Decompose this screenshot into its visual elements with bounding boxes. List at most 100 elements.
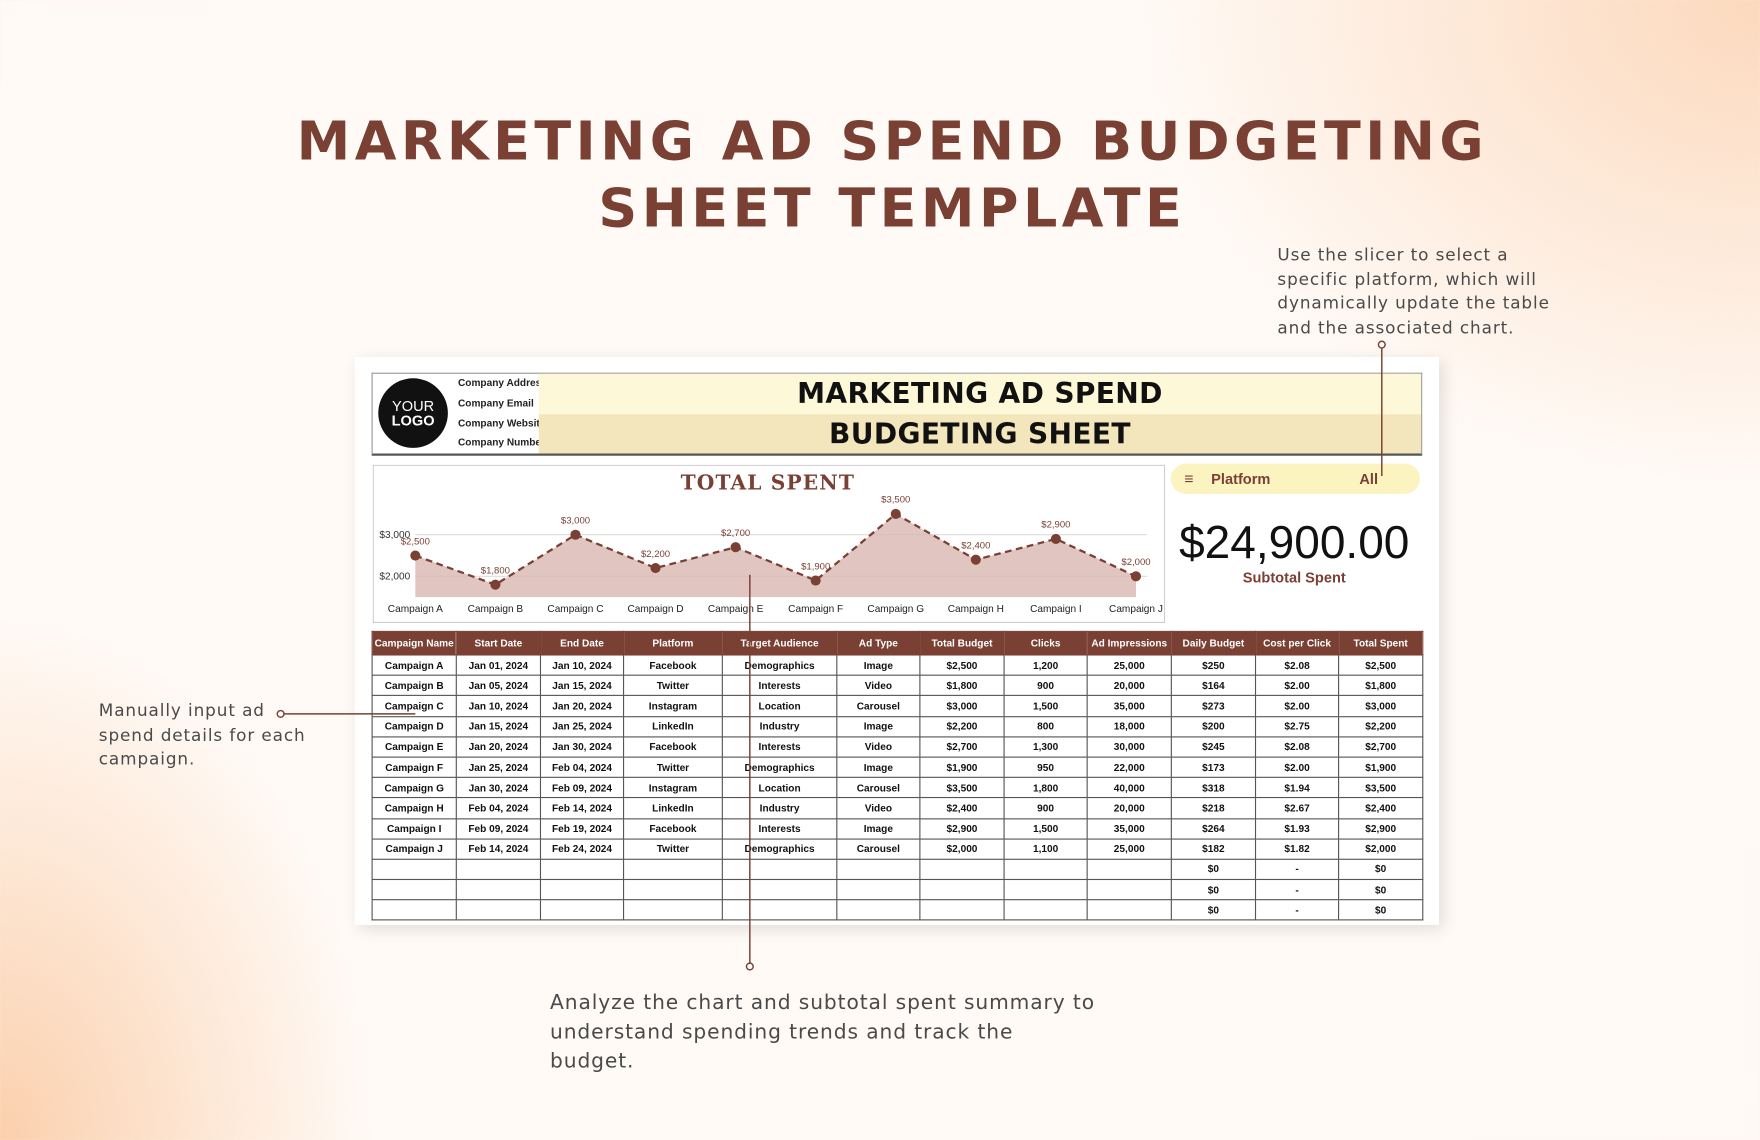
company-field: Company Email [457,397,534,409]
column-header: Total Spent [1338,630,1424,656]
table-row: Campaign A Jan 01, 2024 Jan 10, 2024 Facebo… [371,654,1424,676]
table-row: Campaign B Jan 05, 2024 Jan 15, 2024 Twitte… [371,674,1424,697]
connector-dot [1377,340,1386,349]
logo-text: YOUR [391,397,435,415]
column-header: Cost per Click [1254,630,1340,656]
slicer-value: All [1359,470,1379,488]
campaign-table: Campaign Name Start Date End Date Platform T… [371,630,1424,921]
cell-pill: Industry [759,720,800,733]
data-label: $3,000 [561,516,590,527]
company-field: Company Address [457,377,547,389]
point [490,579,501,590]
table-row: Campaign I Feb 09, 2024 Feb 19, 2024 Facebo… [371,817,1424,840]
x-tick-label: Campaign A [388,604,443,615]
platform-slicer[interactable]: ≡ Platform All [1170,463,1420,494]
cell-pill: Location [758,700,801,712]
table-cell: Video [836,674,921,697]
y-tick-label: $3,000 [379,530,410,541]
y-tick-label: $2,000 [379,572,410,583]
x-tick-label: Campaign H [948,604,1004,615]
column-header: Ad Impressions [1086,630,1172,656]
table-cell: $2,000 [1338,838,1424,860]
point [410,550,421,561]
cell-pill: Interests [758,679,801,692]
cell-pill: Demographics [744,659,815,671]
cell-pill: Carousel [856,782,900,794]
annotation: Use the slicer to select a specific plat… [1277,244,1550,338]
x-tick-label: Campaign J [1109,604,1163,615]
cell-pill: Twitter [656,843,690,855]
cell-pill: Instagram [648,700,698,712]
cell-pill: Image [863,659,893,671]
cell-pill: Video [864,741,893,753]
data-label: $1,800 [481,565,510,576]
chart-title: TOTAL SPENT [681,470,855,494]
page-title: MARKETING AD SPEND BUDGETING [296,110,1489,173]
cell-pill: Facebook [649,741,697,753]
column-header: End Date [539,630,625,656]
header-row: Campaign Name Start Date End Date Platform T… [371,630,1424,656]
point [890,508,901,519]
x-tick-label: Campaign C [547,604,603,615]
connector-dot [745,962,754,971]
annotation: Manually input ad spend details for each… [98,700,306,769]
column-header: Campaign Name [371,630,457,656]
table-cell: Carousel [836,695,921,717]
cell-pill: Video [864,802,893,814]
point [730,542,741,553]
point [570,529,581,540]
table-row: $0- $0 [371,858,1424,881]
data-label: $2,400 [961,540,990,551]
table-cell: $182 [1170,838,1257,860]
filter-icon: ≡ [1184,469,1194,488]
x-tick-label: Campaign G [867,604,924,615]
cell-pill: Image [863,720,893,733]
x-tick-label: Campaign E [708,604,764,615]
column-header: Start Date [455,630,542,656]
data-label: $2,700 [721,528,750,539]
cell-pill: Interests [758,741,801,753]
cell-pill: Facebook [649,659,697,671]
subtotal-value: $24,900.00 [1179,516,1410,568]
company-field: Company Website [457,417,546,429]
area [415,513,1136,598]
spreadsheet: YOUR LOGO Company Address Company Email … [354,356,1440,925]
table-row: $0- $0 [371,899,1424,921]
cell-pill: LinkedIn [652,802,694,814]
cell-pill: Twitter [656,679,690,692]
point [970,554,981,565]
sheet-heading: BUDGETING SHEET [538,414,1422,454]
header-frame [371,372,1423,456]
cell-pill: Carousel [856,700,900,712]
table-cell: $0 [1170,899,1257,921]
subtotal-label: Subtotal Spent [1242,569,1346,586]
annotation: Analyze the chart and subtotal spent sum… [550,991,1095,1074]
cell-pill: Twitter [656,761,690,773]
table-cell [371,899,457,921]
page-title: SHEET TEMPLATE [598,177,1187,241]
cell-pill: Video [864,679,893,692]
column-header: Clicks [1003,630,1088,656]
data-label: $1,900 [801,561,830,572]
table-row: Campaign F Jan 25, 2024 Feb 04, 2024 Twitte… [371,756,1424,779]
table-row: Campaign C Jan 10, 2024 Jan 20, 2024 Instag… [371,695,1424,717]
cell-pill: Carousel [856,843,900,855]
cell-pill: Industry [759,802,800,814]
x-tick-label: Campaign B [468,604,524,615]
table-cell [836,899,921,921]
table-row: $0- $0 [371,878,1424,901]
logo-text: LOGO [391,411,435,429]
cell-pill: Instagram [648,782,698,794]
cell-pill: LinkedIn [652,720,694,733]
x-tick-label: Campaign F [788,604,843,615]
table-cell: Twitter [622,838,723,860]
company-field: Company Number [457,436,545,448]
table-cell [1003,899,1088,921]
point [650,562,661,574]
cell-pill: Image [863,822,893,835]
table-cell: 1,100 [1003,838,1088,860]
